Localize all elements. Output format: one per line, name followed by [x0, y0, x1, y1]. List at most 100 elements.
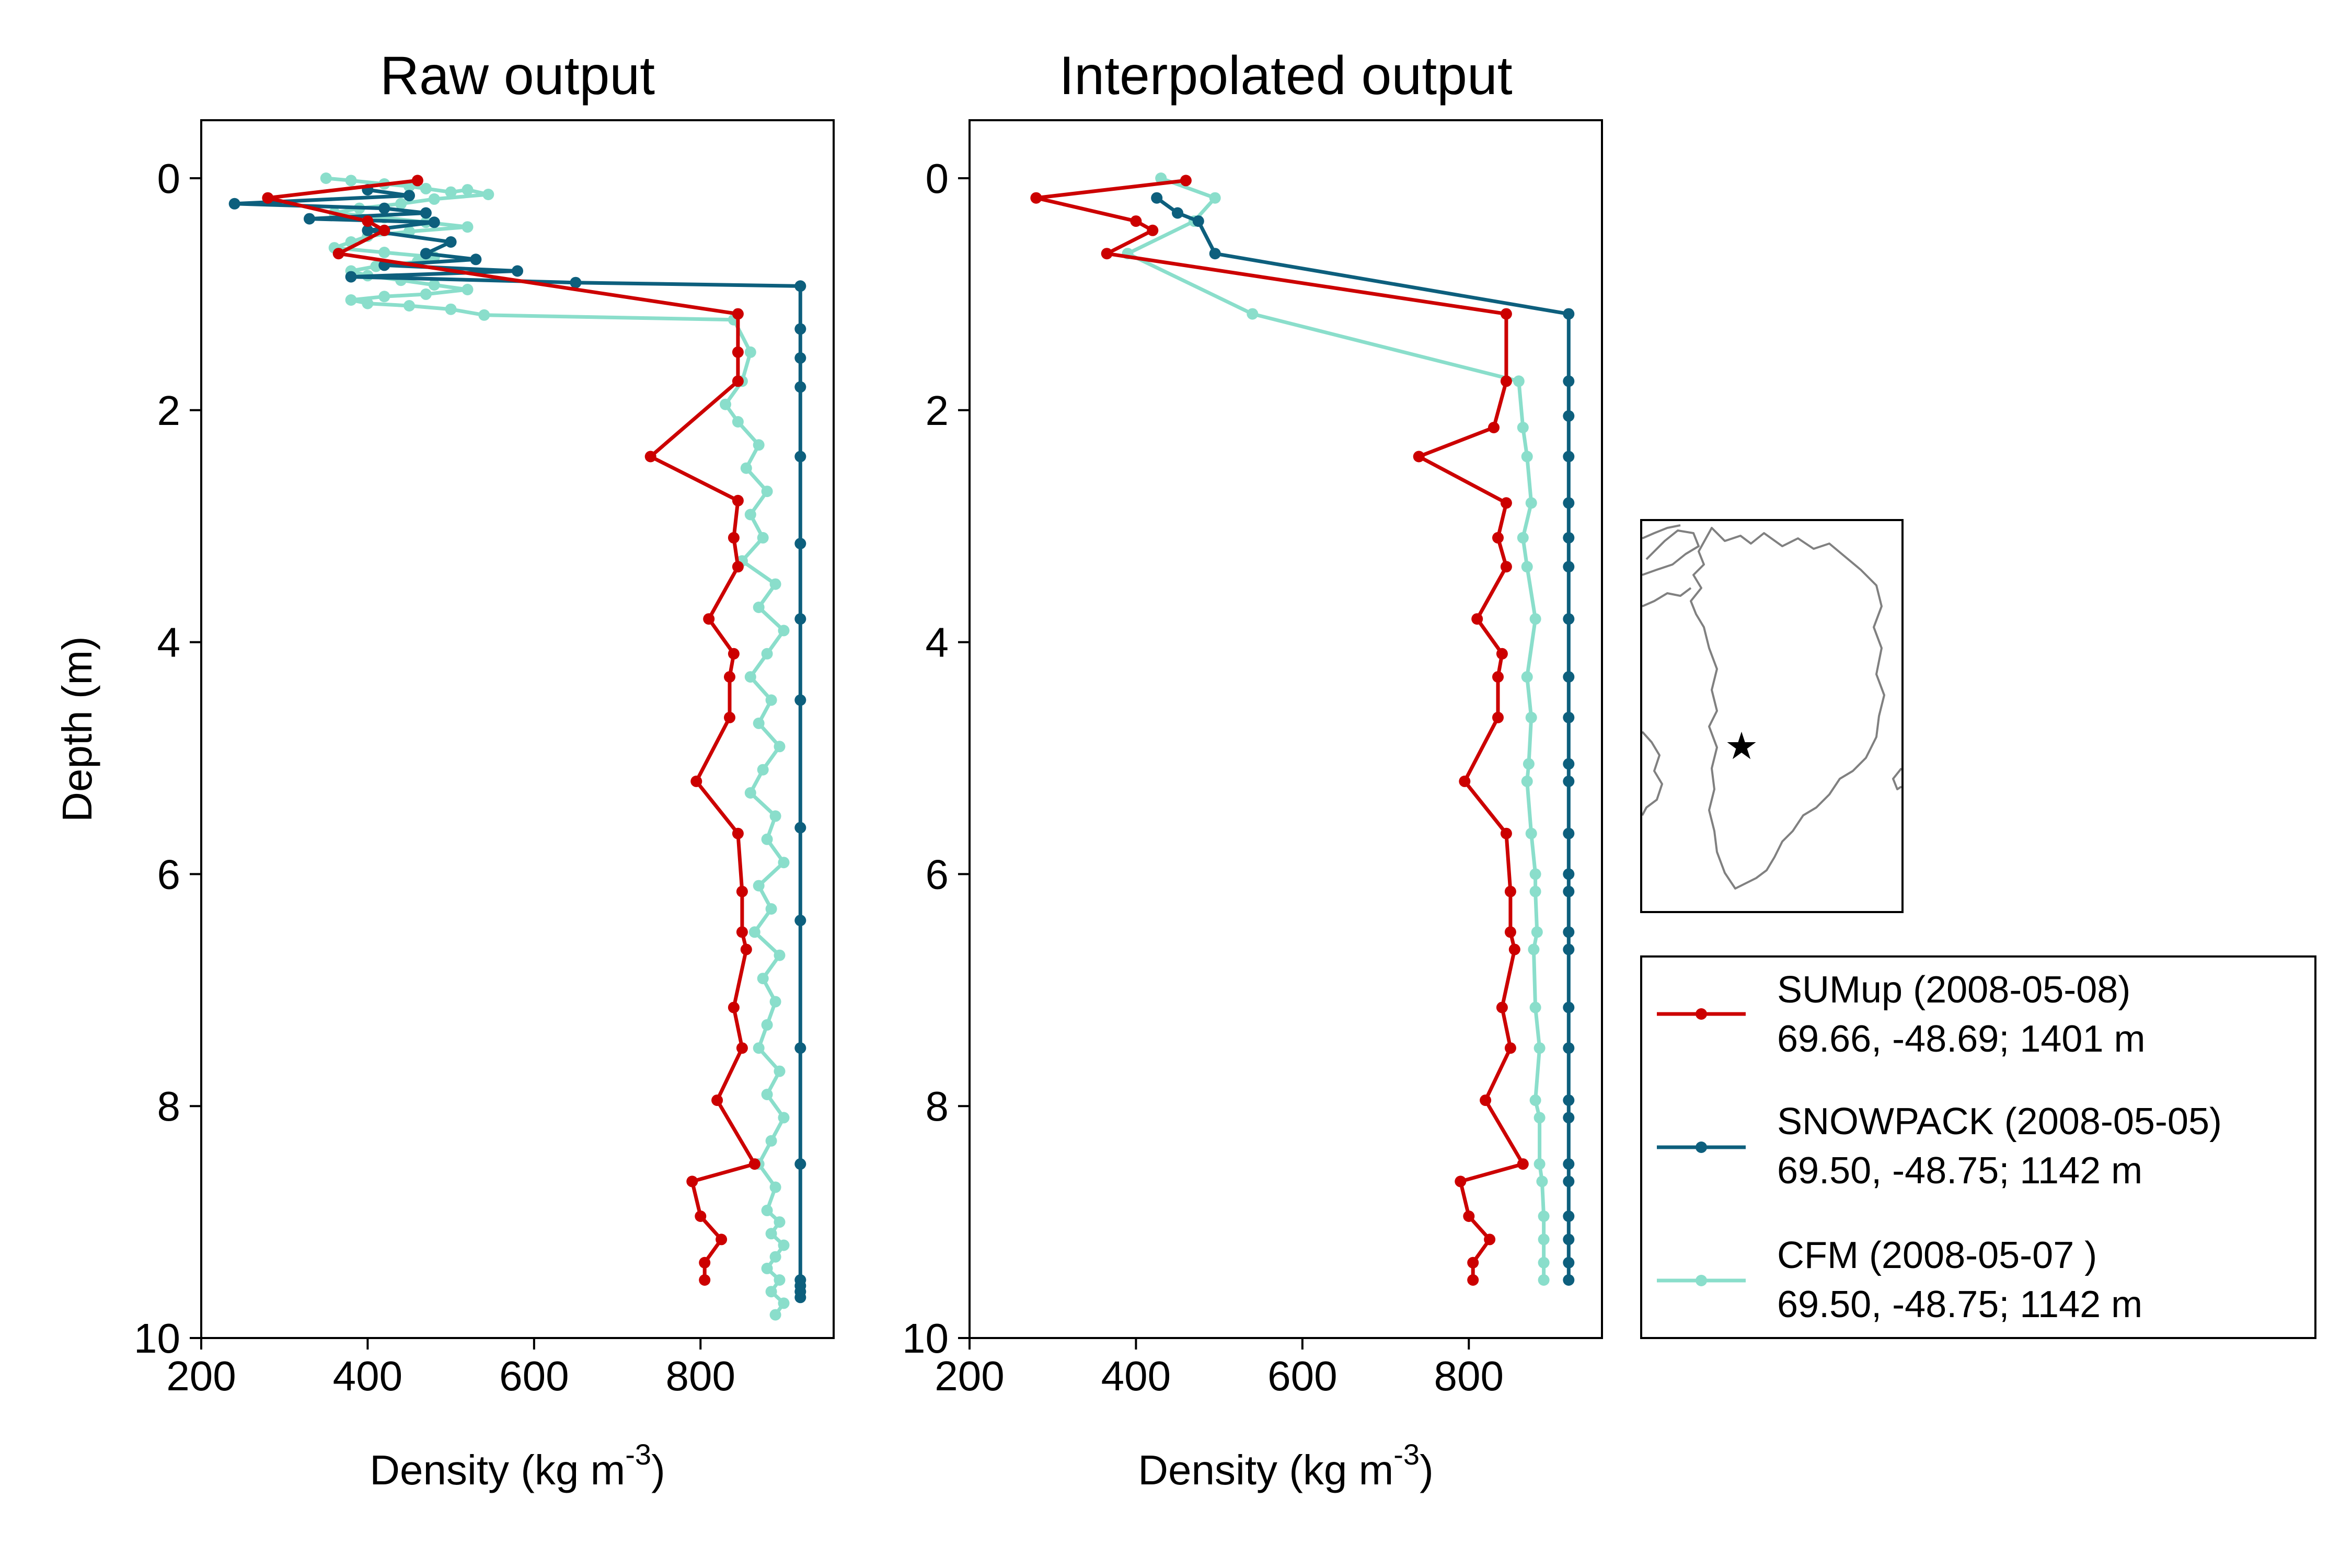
- interp-series-snowpack-point: [1563, 868, 1575, 880]
- raw-series-cfm-point: [765, 903, 777, 915]
- interp-series-cfm-point: [1529, 868, 1541, 880]
- y-axis-label: Depth (m): [54, 636, 100, 822]
- interp-series-cfm-point: [1529, 613, 1541, 625]
- raw-series-snowpack-point: [794, 694, 806, 706]
- raw-series-cfm-point: [757, 973, 769, 985]
- interpolated-output-title: Interpolated output: [1059, 45, 1512, 106]
- interp-series-cfm-line: [1126, 176, 1546, 1280]
- interp-series-sumup-point: [1180, 175, 1192, 187]
- raw-series-sumup-point: [732, 346, 744, 358]
- interp-series-sumup-point: [1480, 1094, 1492, 1106]
- interp-series-sumup-point: [1130, 215, 1142, 227]
- raw-series-snowpack-point: [428, 216, 440, 228]
- raw-series-snowpack-point: [570, 276, 582, 289]
- interp-series-cfm-point: [1536, 1175, 1548, 1187]
- interp-series-sumup-point: [1463, 1210, 1475, 1222]
- raw-series-sumup-point: [262, 192, 274, 204]
- raw-series-cfm-point: [757, 532, 769, 544]
- legend-item-cfm: CFM (2008-05-07 ) 69.50, -48.75; 1142 m: [1657, 1235, 2142, 1325]
- raw-series-cfm-point: [769, 996, 781, 1008]
- raw-series-cfm-point: [761, 1204, 773, 1216]
- interp-series-snowpack-point: [1563, 1233, 1575, 1246]
- legend: SUMup (2008-05-08) 69.66, -48.69; 1401 m…: [1640, 955, 2316, 1339]
- raw-series-cfm-point: [765, 1228, 777, 1240]
- raw-series-snowpack-point: [420, 248, 432, 260]
- interp-x-tick-label-0: 200: [935, 1353, 1004, 1399]
- raw-series-cfm-point: [345, 294, 357, 306]
- interp-x-tick-label-1: 400: [1101, 1353, 1171, 1399]
- raw-series-cfm-point: [445, 303, 457, 315]
- raw-series-cfm-point: [403, 300, 415, 312]
- raw-x-tick-label-3: 800: [666, 1353, 735, 1399]
- raw-series-snowpack-point: [794, 1042, 806, 1054]
- interp-series-snowpack-point: [1563, 1094, 1575, 1106]
- raw-y-tick-label-1: 2: [157, 387, 181, 434]
- raw-series-snowpack-point: [345, 271, 357, 283]
- raw-y-tick-label-0: 0: [157, 155, 181, 202]
- baffin-island-coastline: [1642, 731, 1663, 816]
- interp-y-tick-label-3: 6: [926, 851, 949, 897]
- interp-series-cfm-point: [1528, 943, 1540, 955]
- interp-y-tick-label-4: 8: [926, 1083, 949, 1129]
- interp-series-cfm-point: [1521, 561, 1533, 573]
- interp-series-cfm-point: [1531, 926, 1543, 938]
- interp-series-cfm-point: [1155, 172, 1167, 184]
- raw-series-cfm-point: [445, 186, 457, 198]
- interp-series-cfm-point: [1525, 827, 1537, 839]
- raw-output-axes-frame: [200, 119, 835, 1339]
- interp-y-tick-label-0: 0: [926, 155, 949, 202]
- interp-series-snowpack-point: [1563, 375, 1575, 387]
- raw-series-cfm-point: [482, 189, 494, 200]
- raw-series-cfm-point: [748, 926, 760, 938]
- raw-series-cfm-point: [774, 1065, 786, 1077]
- interp-series-snowpack-point: [1563, 758, 1575, 770]
- interp-series-snowpack-point: [1563, 1274, 1575, 1286]
- raw-series-cfm-point: [732, 416, 744, 428]
- raw-series-sumup-point: [728, 648, 740, 660]
- raw-series-sumup-point: [699, 1274, 711, 1286]
- interp-series-cfm-point: [1538, 1256, 1550, 1269]
- legend-item-sumup: SUMup (2008-05-08) 69.66, -48.69; 1401 m: [1657, 969, 2146, 1060]
- raw-series-cfm-point: [761, 833, 773, 845]
- raw-series-snowpack-point: [794, 451, 806, 463]
- interp-series-sumup-point: [1455, 1175, 1467, 1187]
- interp-series-sumup-point: [1504, 926, 1516, 938]
- interp-series-snowpack-point: [1209, 248, 1221, 260]
- raw-series-cfm-point: [345, 175, 357, 187]
- interp-series-sumup-point: [1101, 248, 1113, 260]
- raw-series-sumup-point: [736, 1042, 748, 1054]
- raw-series-sumup-point: [686, 1175, 698, 1187]
- legend-label-sumup-line2: 69.66, -48.69; 1401 m: [1777, 1018, 2146, 1060]
- interp-series-sumup-point: [1492, 532, 1504, 544]
- interpolated-output-x-axis-label-sup: -3: [1393, 1438, 1420, 1471]
- legend-marker-snowpack: [1696, 1142, 1707, 1153]
- raw-series-cfm-point: [462, 221, 474, 233]
- raw-series-snowpack-point: [794, 538, 806, 549]
- raw-series-sumup-point: [711, 1094, 723, 1106]
- raw-series-cfm-point: [744, 787, 756, 799]
- greenland-coastline: [1690, 527, 1885, 890]
- interp-series-snowpack-point: [1563, 308, 1575, 320]
- interp-series-snowpack-point: [1151, 192, 1163, 204]
- interp-series-cfm-point: [1529, 1094, 1541, 1106]
- raw-series-sumup-point: [378, 224, 390, 236]
- legend-label-sumup-line1: SUMup (2008-05-08): [1777, 969, 2130, 1011]
- raw-series-cfm-point: [761, 486, 773, 498]
- raw-series-cfm-point: [428, 279, 440, 291]
- interpolated-output-x-axis-label-main: Density (kg m: [1138, 1447, 1393, 1493]
- interp-y-tick-label-5: 10: [902, 1315, 949, 1362]
- raw-series-cfm-point: [720, 398, 731, 410]
- raw-output-plot-area: 200 400 600 800 0 2 4 6 8 10: [134, 155, 806, 1399]
- interp-series-cfm-point: [1209, 192, 1221, 204]
- raw-series-cfm-point: [778, 1239, 790, 1251]
- raw-series-snowpack-point: [794, 280, 806, 292]
- raw-series-cfm-point: [774, 949, 786, 961]
- interp-series-sumup-point: [1496, 1001, 1508, 1013]
- raw-y-tick-label-4: 8: [157, 1083, 181, 1129]
- raw-x-tick-label-2: 600: [499, 1353, 569, 1399]
- raw-series-cfm-point: [769, 1181, 781, 1193]
- interp-series-cfm-point: [1529, 1001, 1541, 1013]
- interp-series-snowpack-point: [1563, 1256, 1575, 1269]
- raw-series-cfm-point: [757, 764, 769, 776]
